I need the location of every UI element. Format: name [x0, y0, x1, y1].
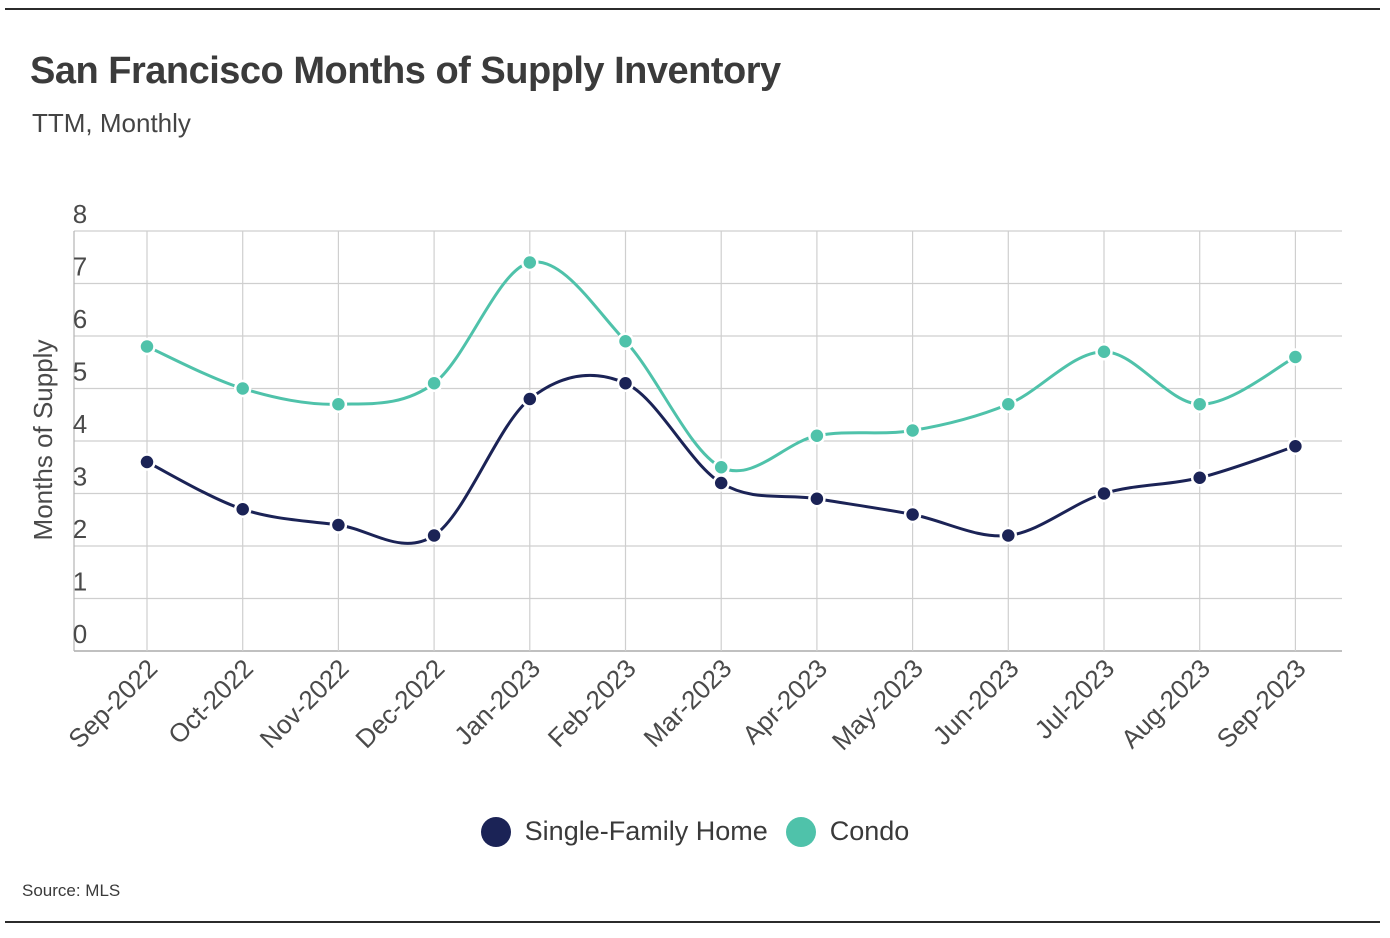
legend-item-condo: Condo [785, 816, 910, 847]
data-point-single-family-home [903, 505, 922, 524]
data-point-condo [233, 379, 252, 398]
chart-subtitle: TTM, Monthly [32, 108, 191, 138]
legend-label-single-family: Single-Family Home [524, 816, 768, 846]
x-tick-label: Sep-2023 [1211, 653, 1312, 754]
legend-swatch-condo [785, 816, 816, 847]
data-point-condo [808, 427, 826, 445]
x-tick-label: Nov-2022 [254, 653, 355, 754]
y-axis-ticks: 0 1 2 3 4 5 6 7 8 [73, 199, 87, 649]
chart-title: San Francisco Months of Supply Inventory [30, 50, 781, 92]
y-tick-label: 8 [73, 199, 87, 229]
data-point-condo [521, 253, 539, 272]
x-tick-label: Jul-2023 [1029, 653, 1121, 745]
legend-item-single-family: Single-Family Home [480, 816, 768, 847]
data-point-condo [712, 458, 730, 476]
y-tick-label: 6 [73, 304, 87, 334]
y-tick-label: 3 [73, 462, 87, 492]
data-point-condo [138, 337, 156, 356]
y-tick-label: 4 [73, 409, 87, 439]
data-point-condo [425, 374, 443, 392]
y-tick-label: 0 [73, 619, 87, 649]
x-tick-label: Dec-2022 [349, 653, 450, 754]
data-point-single-family-home [329, 516, 348, 534]
x-axis-ticks: Sep-2022Oct-2022Nov-2022Dec-2022Jan-2023… [62, 653, 1311, 756]
grid [73, 230, 1342, 652]
line-chart: 0 1 2 3 4 5 6 7 8 Sep-2022Oct-2022Nov-2022Dec-20… [28, 199, 1342, 756]
y-tick-label: 5 [73, 357, 87, 387]
top-rule [5, 8, 1380, 10]
legend-swatch-single-family [480, 816, 511, 847]
legend: Single-Family Home Condo [0, 816, 1390, 847]
x-tick-label: Jun-2023 [927, 653, 1025, 751]
y-tick-label: 2 [73, 514, 87, 544]
y-tick-label: 1 [73, 567, 87, 597]
legend-label-condo: Condo [829, 816, 910, 846]
x-tick-label: Mar-2023 [638, 653, 738, 753]
x-tick-label: Jan-2023 [448, 653, 546, 751]
data-point-single-family-home [425, 526, 443, 545]
data-point-single-family-home [1286, 437, 1305, 455]
data-point-condo [329, 395, 348, 413]
data-point-condo [616, 332, 635, 350]
data-point-condo [999, 395, 1018, 413]
x-tick-label: Aug-2023 [1115, 653, 1216, 754]
series-points [138, 253, 1305, 545]
bottom-rule [5, 921, 1380, 923]
data-point-single-family-home [1095, 484, 1113, 503]
data-point-single-family-home [712, 474, 730, 492]
x-tick-label: May-2023 [826, 653, 929, 756]
data-point-condo [1286, 348, 1305, 366]
y-axis-label: Months of Supply [28, 340, 58, 541]
data-point-condo [1095, 343, 1113, 361]
x-tick-label: Apr-2023 [736, 653, 833, 750]
data-point-single-family-home [521, 390, 539, 408]
data-point-single-family-home [233, 500, 252, 518]
data-point-single-family-home [1190, 469, 1209, 487]
data-point-single-family-home [808, 490, 826, 508]
source-note: Source: MLS [22, 881, 121, 900]
data-point-condo [903, 421, 922, 440]
x-tick-label: Sep-2022 [62, 653, 163, 754]
data-point-single-family-home [138, 453, 156, 471]
data-point-single-family-home [616, 374, 635, 392]
x-tick-label: Oct-2022 [162, 653, 259, 750]
x-tick-label: Feb-2023 [542, 653, 642, 753]
data-point-single-family-home [999, 526, 1018, 545]
y-tick-label: 7 [73, 252, 87, 282]
data-point-condo [1190, 395, 1209, 413]
